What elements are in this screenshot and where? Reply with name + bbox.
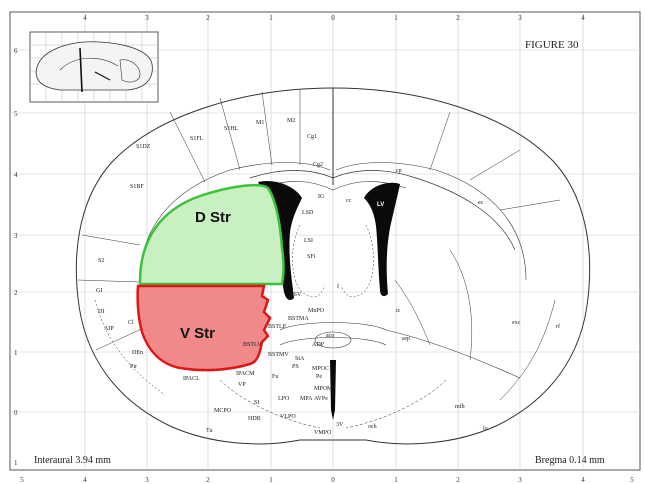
label-mfb: mfb [455,403,465,410]
label-cl: Cl [128,320,134,326]
label-aip: AIP [104,326,114,332]
label-3v: 3V [336,422,344,428]
label-sep: sep [402,336,410,342]
top-tick: 4 [581,14,585,22]
label-mnpo: MnPO [308,308,325,314]
label-mpoc: MPOC [312,366,329,372]
label-mpom: MPOM [314,386,333,392]
bottom-tick: 4 [83,476,87,484]
bottom-tick: 3 [145,476,149,484]
label-s1dz: S1DZ [136,144,151,150]
label-pe: Pe [316,374,322,380]
label-avpe: AVPe [314,396,328,402]
label-lpo: LPO [278,396,290,402]
bottom-tick: 2 [206,476,210,484]
label-rf: rf [556,323,560,330]
label-ec: ec [478,200,484,206]
bottom-tick: 5 [20,476,24,484]
bottom-tick: 3 [518,476,522,484]
label-ig: IG [318,194,325,200]
bottom-axis-ticks: 5 4 3 2 1 0 1 2 3 4 5 [20,476,634,484]
label-lo: lo [483,426,488,432]
label-bstma: BSTMA [288,316,309,322]
top-tick: 3 [145,14,149,22]
label-tu: Tu [206,428,212,434]
label-vlpo: VLPO [280,414,296,420]
top-tick: 0 [331,14,335,22]
label-aco: aco [326,333,334,339]
bottom-tick: 1 [394,476,398,484]
label-bstlp: BSTLP [268,324,287,330]
label-lsd: LSD [302,210,314,216]
left-tick: 1 [14,349,18,357]
top-tick: 4 [83,14,87,22]
label-di: DI [98,309,104,315]
top-axis-ticks: 4 3 2 1 0 1 2 3 4 [83,14,585,22]
left-tick: 5 [14,110,18,118]
bottom-tick: 1 [269,476,273,484]
label-vmpo: VMPO [314,430,332,436]
label-ipacl: IPACL [183,376,200,382]
left-tick: 4 [14,171,18,179]
label-cc: cc [346,198,352,204]
interaural-label: Interaural 3.94 mm [34,455,111,466]
label-ps: PS [292,364,299,370]
left-tick: 3 [14,232,18,240]
label-m1: M1 [256,120,264,126]
label-pir: Pir [130,364,137,370]
label-hdb: HDB [248,416,261,422]
left-tick: 0 [14,409,18,417]
label-mpa: MPA [300,396,313,402]
label-sta: StA [295,356,305,362]
left-axis-ticks: 6 5 4 3 2 1 0 1 [14,47,18,467]
label-bstmv: BSTMV [268,352,289,358]
top-tick: 1 [394,14,398,22]
label-cg2: Cg2 [313,162,323,168]
label-ic: ic [396,308,401,314]
right-lateral-ventricle [364,183,400,296]
label-sfi: SFi [307,254,316,260]
label-f: f [337,283,339,290]
bottom-tick: 5 [630,476,634,484]
label-s1bf: S1BF [130,184,144,190]
label-exc: exc [512,320,521,326]
label-den: DEn [132,350,143,356]
bottom-tick: 0 [331,476,335,484]
label-s2: S2 [98,258,104,264]
label-gi: GI [96,288,102,294]
dorsal-striatum-region [140,185,284,284]
figure-title: FIGURE 30 [525,39,579,51]
label-cp: cp [396,168,402,174]
label-ipacm: IPACM [236,371,255,377]
label-lsv: LSV [290,292,302,298]
label-s1hl: S1HL [224,126,239,132]
label-si: SI [254,400,259,406]
label-lsi: LSI [304,238,313,244]
ventral-striatum-label: V Str [180,325,215,342]
top-tick: 2 [206,14,210,22]
label-bstlv: BSTLV [243,342,262,348]
dorsal-striatum-label: D Str [195,209,231,226]
bregma-label: Bregma 0.14 mm [535,455,605,466]
label-adp: ADP [312,342,325,348]
top-tick: 3 [518,14,522,22]
label-och: och [368,424,377,430]
label-m2: M2 [287,118,295,124]
label-vp: VP [238,382,246,388]
top-tick: 2 [456,14,460,22]
label-fu: Fu [272,374,278,380]
lateral-ventricle-label: LV [377,202,384,208]
left-tick: 6 [14,47,18,55]
left-tick: 2 [14,289,18,297]
sagittal-inset [30,32,158,102]
label-s1fl: S1FL [190,136,204,142]
left-tick: 1 [14,459,18,467]
top-tick: 1 [269,14,273,22]
bottom-tick: 2 [456,476,460,484]
label-mcpo: MCPO [214,408,232,414]
bottom-tick: 4 [581,476,585,484]
label-cg1: Cg1 [307,134,317,140]
